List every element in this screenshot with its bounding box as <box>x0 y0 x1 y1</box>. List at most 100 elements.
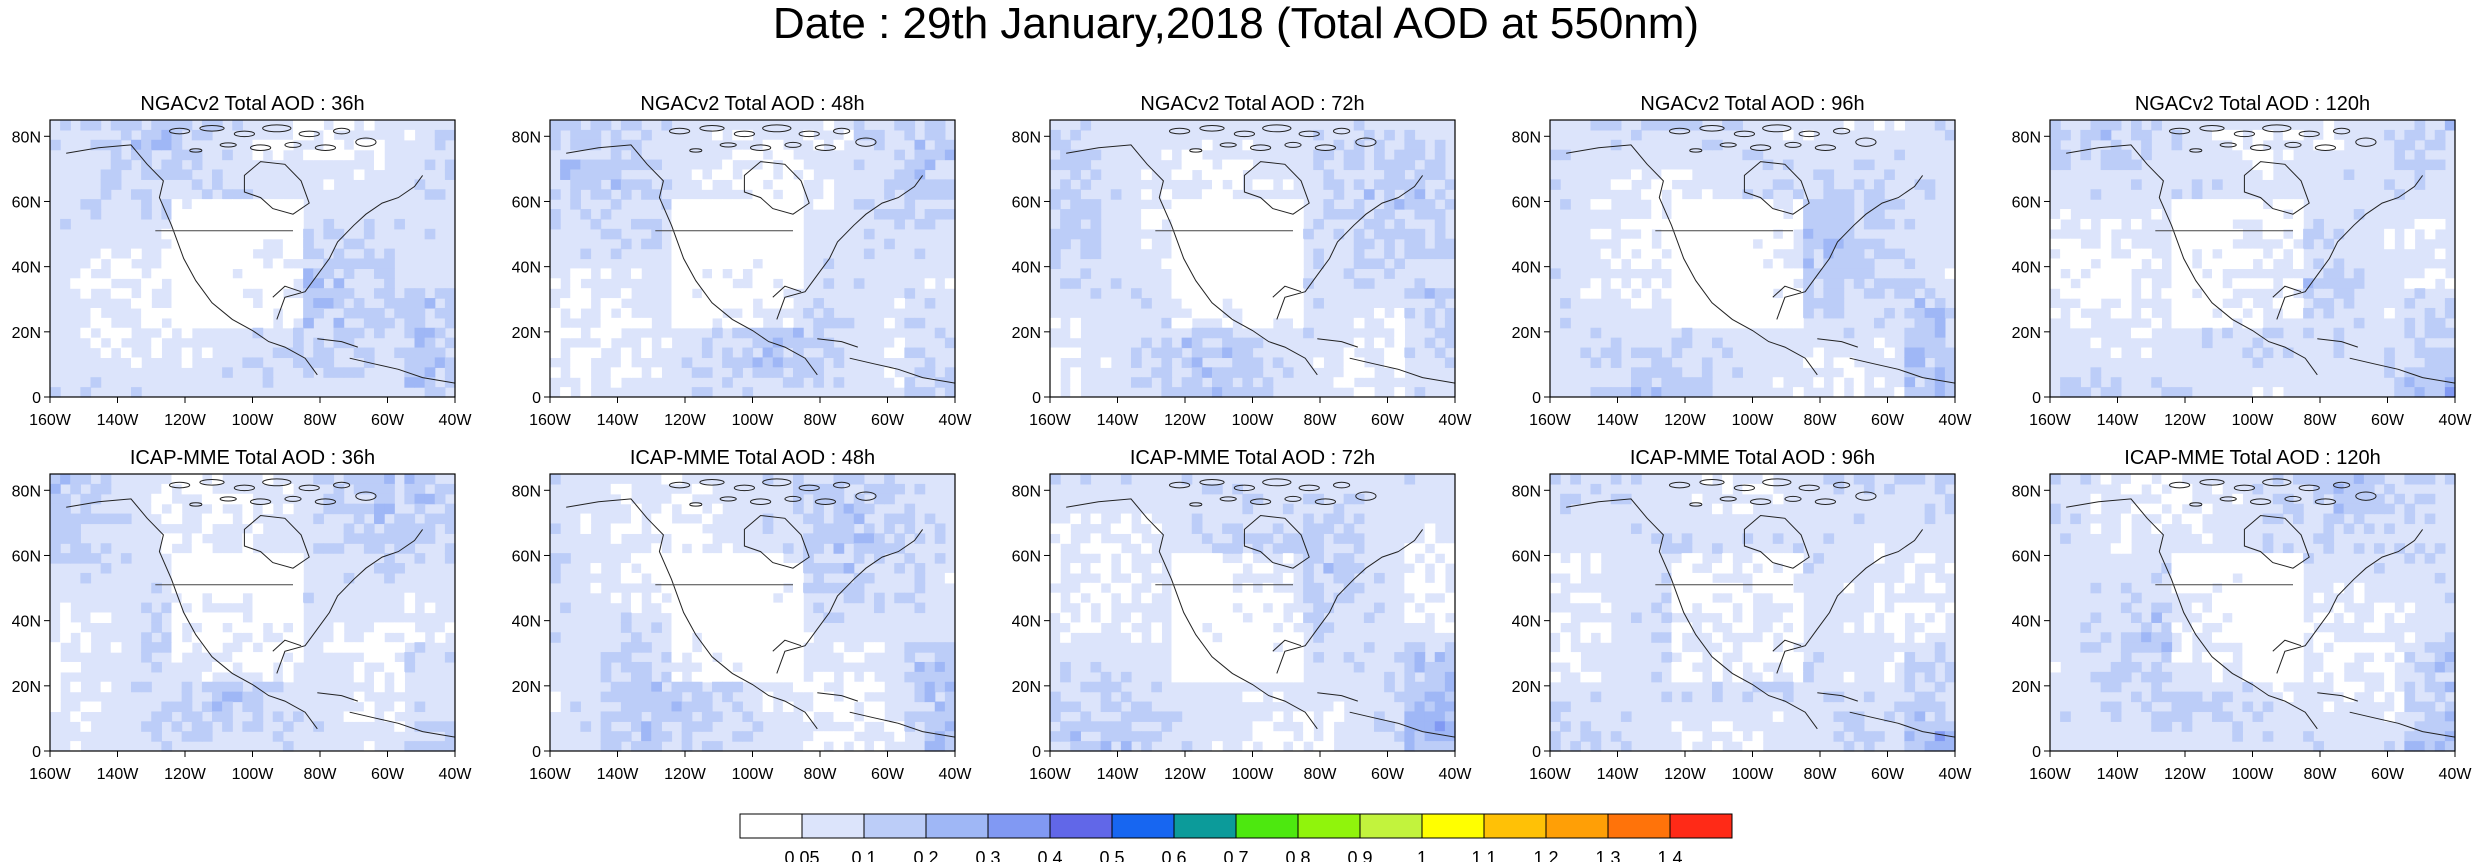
island-outline <box>2189 148 2203 153</box>
island-outline <box>2333 481 2351 489</box>
lat-tick-label: 60N <box>2012 194 2041 211</box>
lat-tick-label: 20N <box>1512 325 1541 342</box>
map-panel: ICAP-MME Total AOD : 36h 80N 60N 40N 20N 0 160… <box>12 447 473 783</box>
colorbar-label: 1 <box>1417 848 1427 862</box>
island-outline <box>1749 498 1772 505</box>
panel-title: NGACv2 Total AOD : 72h <box>1140 93 1364 115</box>
panel-title: NGACv2 Total AOD : 120h <box>2135 93 2370 115</box>
island-outline <box>2284 141 2302 148</box>
colorbar-label: 0.9 <box>1347 848 1372 862</box>
coastline <box>2066 498 2456 738</box>
lon-tick-label: 140W <box>597 412 640 429</box>
lon-tick-label: 100W <box>1732 412 1775 429</box>
island-outline <box>1833 481 1851 489</box>
lon-tick-label: 140W <box>2097 766 2140 783</box>
island-outline <box>719 496 737 502</box>
lon-tick-label: 120W <box>664 412 707 429</box>
lon-tick-label: 60W <box>1371 412 1405 429</box>
coastline <box>1066 144 1456 384</box>
island-outline <box>1199 125 1225 132</box>
island-outline <box>2262 478 2292 487</box>
lon-tick-label: 160W <box>1029 766 1072 783</box>
island-outline <box>1699 479 1725 486</box>
island-outline <box>2168 481 2191 489</box>
island-outline <box>1249 498 1272 505</box>
island-outline <box>1199 479 1225 486</box>
aod-shading <box>550 474 956 752</box>
colorbar-swatch <box>1421 813 1485 839</box>
island-outline <box>333 127 351 135</box>
lat-tick-label: 40N <box>1012 260 1041 277</box>
colorbar-swatch <box>1669 813 1733 839</box>
panel-title: ICAP-MME Total AOD : 72h <box>1130 447 1375 469</box>
colorbar-swatch <box>925 813 989 839</box>
lon-tick-label: 160W <box>2029 412 2072 429</box>
island-outline <box>733 130 756 138</box>
coastline <box>2066 144 2456 384</box>
coastline <box>1566 144 1956 384</box>
lat-tick-label: 60N <box>512 194 541 211</box>
lon-tick-label: 120W <box>164 412 207 429</box>
lon-tick-label: 80W <box>1804 766 1838 783</box>
island-outline <box>2199 479 2225 486</box>
island-outline <box>1689 502 1703 507</box>
island-outline <box>1219 142 1237 148</box>
lat-tick-label: 0 <box>1032 744 1041 761</box>
lon-tick-label: 120W <box>2164 766 2207 783</box>
island-outline <box>262 478 292 487</box>
lon-tick-label: 80W <box>804 412 838 429</box>
island-outline <box>833 127 851 135</box>
lon-tick-label: 100W <box>1232 412 1275 429</box>
island-outline <box>1168 481 1191 489</box>
lon-tick-label: 40W <box>2439 412 2472 429</box>
panel-title: NGACv2 Total AOD : 96h <box>1640 93 1864 115</box>
lon-tick-label: 40W <box>1939 412 1973 429</box>
island-outline <box>733 484 756 492</box>
island-outline <box>798 130 820 138</box>
lat-tick-label: 0 <box>2032 744 2041 761</box>
colorbar-swatch <box>801 813 865 839</box>
lon-tick-label: 140W <box>1097 412 1140 429</box>
lon-tick-label: 40W <box>1439 766 1473 783</box>
island-outline <box>1233 130 1256 138</box>
island-outline <box>1668 481 1691 489</box>
island-outline <box>1298 484 1320 492</box>
island-outline <box>2199 125 2225 132</box>
map-panel: NGACv2 Total AOD : 120h 80N 60N 40N 20N 0 160W… <box>2012 93 2472 429</box>
lat-tick-label: 60N <box>512 548 541 565</box>
lon-tick-label: 40W <box>439 766 473 783</box>
lon-tick-label: 60W <box>871 412 905 429</box>
island-outline <box>219 142 237 148</box>
lon-tick-label: 140W <box>1597 412 1640 429</box>
island-outline <box>1733 484 1756 492</box>
island-outline <box>355 137 377 147</box>
lon-tick-label: 100W <box>232 766 275 783</box>
colorbar-swatch <box>987 813 1051 839</box>
lat-tick-label: 20N <box>12 679 41 696</box>
lon-tick-label: 120W <box>164 766 207 783</box>
island-outline <box>1333 127 1351 135</box>
island-outline <box>784 495 802 502</box>
island-outline <box>189 502 203 507</box>
colorbar-label: 0.5 <box>1099 848 1124 862</box>
aod-shading <box>1550 120 1956 398</box>
lat-tick-label: 0 <box>2032 390 2041 407</box>
lon-tick-label: 160W <box>1529 766 1572 783</box>
island-outline <box>262 124 292 133</box>
island-outline <box>2233 130 2256 138</box>
lon-tick-label: 120W <box>1164 766 1207 783</box>
island-outline <box>1355 137 1377 147</box>
map-panel: ICAP-MME Total AOD : 120h 80N 60N 40N 20N 0 16… <box>2012 447 2472 783</box>
lat-tick-label: 40N <box>1512 260 1541 277</box>
lon-tick-label: 60W <box>371 412 405 429</box>
lat-tick-label: 60N <box>1512 548 1541 565</box>
panel-title: NGACv2 Total AOD : 48h <box>640 93 864 115</box>
island-outline <box>2249 144 2272 151</box>
island-outline <box>233 130 256 138</box>
lon-tick-label: 140W <box>1597 766 1640 783</box>
colorbar-swatch <box>1173 813 1237 839</box>
lat-tick-label: 40N <box>12 614 41 631</box>
lat-tick-label: 60N <box>12 194 41 211</box>
island-outline <box>1233 484 1256 492</box>
lat-tick-label: 0 <box>532 390 541 407</box>
